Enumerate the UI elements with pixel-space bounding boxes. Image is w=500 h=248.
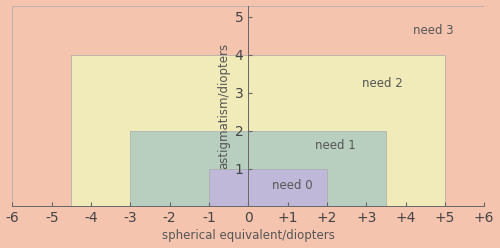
Bar xyxy=(72,55,445,206)
Bar xyxy=(209,169,327,206)
Bar xyxy=(130,131,386,206)
X-axis label: spherical equivalent/diopters: spherical equivalent/diopters xyxy=(162,229,335,243)
Text: need 2: need 2 xyxy=(362,77,403,90)
Text: need 1: need 1 xyxy=(315,139,356,152)
Text: need 3: need 3 xyxy=(414,24,454,37)
Y-axis label: astigmatism/diopters: astigmatism/diopters xyxy=(218,43,230,169)
Text: need 0: need 0 xyxy=(272,179,312,192)
